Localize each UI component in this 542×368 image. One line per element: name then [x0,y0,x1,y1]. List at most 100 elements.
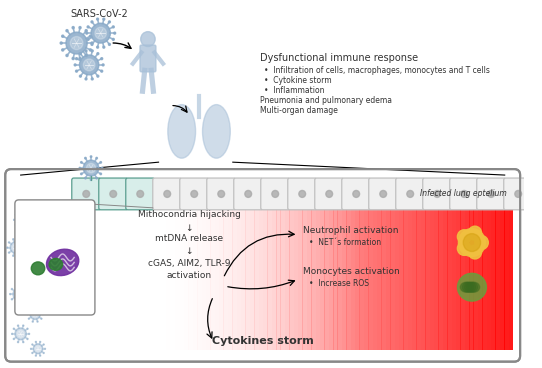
Circle shape [102,64,104,66]
Bar [386,181,391,350]
Circle shape [27,328,28,329]
Text: SARS-CoV-2: SARS-CoV-2 [71,9,128,19]
Circle shape [22,242,23,243]
Circle shape [380,191,386,197]
Circle shape [66,32,87,54]
Bar [399,181,404,350]
Circle shape [62,35,64,37]
Circle shape [36,273,37,275]
Bar [294,181,299,350]
Text: Infected lung eptelium: Infected lung eptelium [420,189,507,198]
FancyBboxPatch shape [342,178,371,210]
Circle shape [33,344,43,354]
Circle shape [32,306,33,307]
Circle shape [461,191,468,197]
Bar [267,181,272,350]
Circle shape [80,55,99,75]
Circle shape [14,338,15,340]
Ellipse shape [462,282,474,292]
Circle shape [137,191,144,197]
Bar [447,181,452,350]
Ellipse shape [464,282,476,292]
Circle shape [218,191,224,197]
Circle shape [86,163,96,173]
FancyBboxPatch shape [234,178,263,210]
Circle shape [24,227,26,229]
Circle shape [15,214,16,215]
Bar [495,181,500,350]
Bar [241,181,246,350]
Circle shape [7,247,8,248]
Bar [298,181,303,350]
Circle shape [41,318,42,319]
Circle shape [22,252,23,253]
FancyBboxPatch shape [140,45,156,72]
Circle shape [79,167,81,169]
Circle shape [16,285,17,287]
Bar [206,181,211,350]
Ellipse shape [49,258,63,270]
Circle shape [515,191,521,197]
Circle shape [112,38,114,40]
Circle shape [24,247,25,248]
Circle shape [81,173,82,175]
Bar [451,181,456,350]
Circle shape [96,46,99,48]
Circle shape [25,264,36,275]
Circle shape [86,32,88,34]
Circle shape [91,78,93,80]
Circle shape [108,21,111,23]
Circle shape [23,325,24,326]
Bar [430,181,435,350]
Circle shape [18,239,19,240]
FancyBboxPatch shape [315,178,344,210]
Bar [346,181,351,350]
Bar [368,181,373,350]
Circle shape [29,333,30,335]
Text: •  Cytokine storm: • Cytokine storm [263,76,331,85]
Circle shape [29,214,30,215]
Circle shape [10,294,11,295]
Circle shape [85,177,86,179]
Circle shape [85,158,86,159]
Circle shape [23,342,24,343]
Circle shape [17,214,28,226]
Circle shape [85,54,87,57]
Bar [210,181,215,350]
Circle shape [91,42,93,44]
Circle shape [27,314,28,315]
Bar [285,181,289,350]
Ellipse shape [460,282,472,292]
Circle shape [79,26,81,29]
Circle shape [28,309,29,310]
Circle shape [91,50,93,52]
Circle shape [100,162,101,163]
Text: Pneumonia and pulmonary edema: Pneumonia and pulmonary edema [260,96,392,105]
Circle shape [91,179,92,180]
Circle shape [12,244,20,251]
Circle shape [108,43,111,45]
Circle shape [22,269,23,270]
Circle shape [40,355,41,356]
Bar [263,181,268,350]
Circle shape [96,158,98,159]
Text: Monocytes activation: Monocytes activation [303,267,400,276]
Circle shape [91,23,111,43]
Circle shape [30,219,31,220]
Bar [460,181,465,350]
Circle shape [20,227,21,229]
Bar [289,181,294,350]
Text: •  Infiltration of cells, macrophages, monocytes and T cells: • Infiltration of cells, macrophages, mo… [263,66,489,75]
Ellipse shape [203,105,230,158]
Bar [237,181,241,350]
FancyBboxPatch shape [72,178,101,210]
Circle shape [353,191,359,197]
Bar [223,181,228,350]
FancyBboxPatch shape [5,169,520,362]
Circle shape [23,264,24,265]
FancyBboxPatch shape [99,178,128,210]
Circle shape [91,156,92,158]
Circle shape [24,211,26,212]
Bar [175,181,180,350]
Text: ↓: ↓ [186,224,193,233]
